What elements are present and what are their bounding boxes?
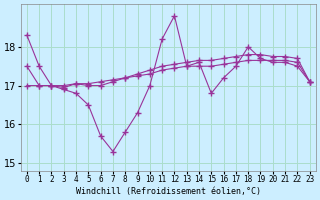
X-axis label: Windchill (Refroidissement éolien,°C): Windchill (Refroidissement éolien,°C) bbox=[76, 187, 261, 196]
